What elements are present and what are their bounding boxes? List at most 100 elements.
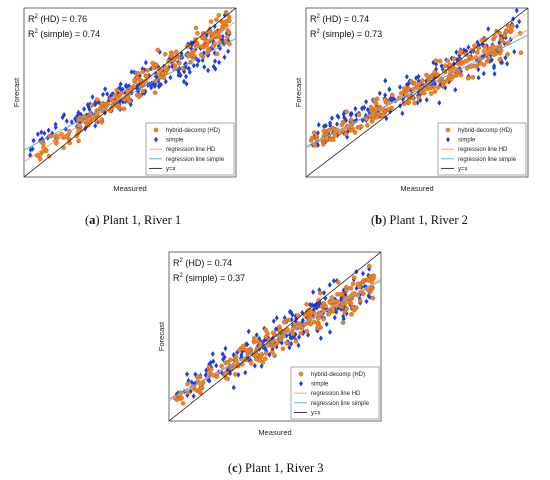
simple-point [481,70,486,77]
legend-hd-label: hybrid-decomp (HD) [458,128,512,134]
scatter-chart-b: R2 (HD) = 0.74 R2 (simple) = 0.73 Measured… [294,7,529,193]
hd-point [321,316,326,322]
hd-point [208,19,214,24]
hd-point [138,78,144,83]
simple-point [129,69,134,75]
simple-point [189,379,194,386]
hd-point [451,56,457,61]
hd-point [308,309,314,315]
regression-line-hd [306,29,528,149]
hd-point [406,99,412,105]
simple-point [210,351,215,357]
r2-simple-label: R2 (simple) = 0.37 [173,273,245,283]
hd-point [293,339,299,344]
hd-point [366,277,371,282]
simple-point [123,83,128,90]
simple-point [517,18,522,25]
simple-point [206,67,211,74]
simple-point [149,84,154,91]
simple-point [100,91,105,98]
y-axis-label: Forecast [12,77,21,107]
hd-point [348,285,354,291]
simple-point [498,59,503,65]
hd-point [214,374,220,380]
hd-point [99,101,105,106]
hd-point [76,138,81,144]
legend-simple-marker [299,380,303,387]
simple-point [188,388,193,395]
hd-point [179,395,184,401]
simple-point [454,49,459,56]
hd-point [308,321,314,327]
simple-point [143,59,148,66]
simple-point [505,60,510,67]
simple-point [226,37,231,44]
hd-point [298,330,304,336]
simple-point [62,112,67,118]
simple-point [476,74,481,81]
hd-point [162,51,168,57]
hd-point [46,153,52,159]
hd-point [169,51,175,57]
simple-point [243,369,248,376]
hd-point [351,275,357,280]
hd-point [214,17,219,23]
hd-point [474,50,480,55]
simple-point [176,72,181,79]
simple-point [220,351,225,357]
legend-simple-label: simple [458,138,476,144]
simple-point [64,118,69,124]
hd-point [357,298,363,304]
simple-point [105,91,110,97]
hd-point [185,390,191,395]
hd-point [274,340,280,345]
simple-point [322,289,327,296]
hd-point [74,133,79,139]
hd-point [323,303,328,309]
legend-simple-marker [154,136,158,143]
simple-point [322,123,327,130]
simple-point [87,106,92,113]
caption-c-text: Plant 1, River 3 [245,461,324,475]
regression-line-simple [306,34,528,147]
x-axis-label: Measured [258,428,291,437]
hd-point [349,312,354,317]
simple-point [267,352,272,358]
hd-point [518,50,524,55]
simple-point [83,126,88,132]
simple-point [284,332,289,339]
hd-point [214,51,220,57]
regression-line-simple [169,280,381,400]
simple-point [291,333,296,340]
hd-point [37,152,43,158]
hd-point [344,287,349,293]
simple-point [360,270,365,277]
hd-point [344,306,349,311]
hd-point [140,88,146,94]
hd-point [248,360,254,366]
hd-point [89,103,94,108]
simple-point [46,127,51,134]
hd-point [225,34,230,39]
simple-point [296,342,301,349]
hd-point [260,360,266,365]
hd-point [189,51,195,57]
simple-point [191,62,196,69]
simple-point [514,8,519,14]
scatter-chart-a: R2 (HD) = 0.76 R2 (simple) = 0.74 Measured… [12,7,237,193]
hd-point [428,91,434,96]
simple-point [365,106,370,113]
y-axis-label: Forecast [294,77,303,107]
simple-point [328,120,333,126]
hd-point [227,357,233,363]
simple-point [314,305,319,311]
hd-point [445,58,450,64]
hd-point [406,86,411,91]
r2-hd-label: R2 (HD) = 0.74 [310,14,369,24]
hd-point [458,58,463,63]
hd-point [272,343,277,348]
legend-hd-marker [445,127,451,133]
hd-point [504,29,509,34]
hd-point [233,372,238,377]
simple-point [431,59,436,66]
